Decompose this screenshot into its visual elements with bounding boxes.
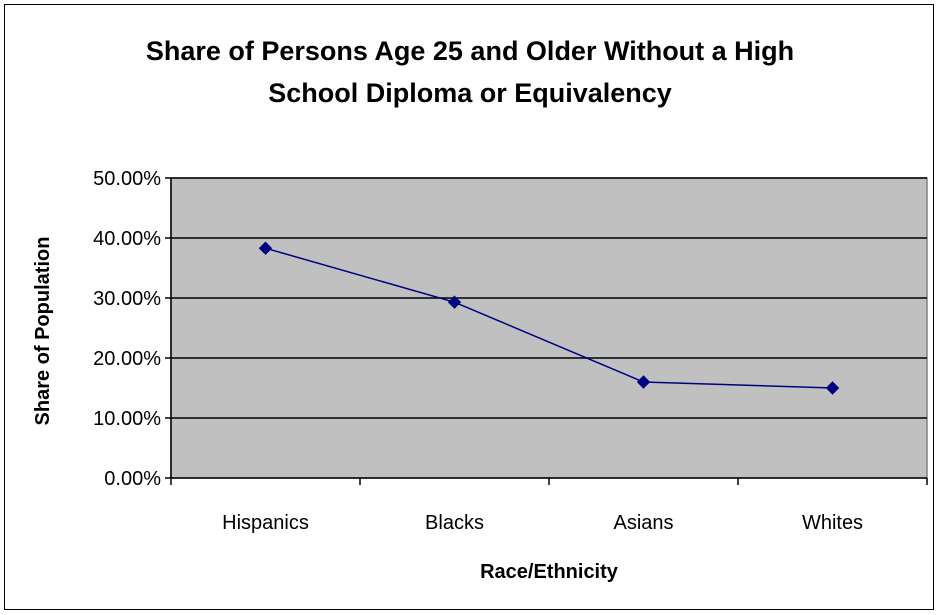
y-tick-label: 20.00% [93,348,161,370]
series-group [258,241,840,395]
series-line [265,247,833,389]
data-point [636,375,651,389]
y-tick-label: 10.00% [93,408,161,430]
chart-title-line-2: School Diploma or Equivalency [268,78,672,108]
chart-title-line-1: Share of Persons Age 25 and Older Withou… [145,36,795,66]
x-tick-label: Whites [802,512,863,534]
data-point [258,241,273,255]
plot-area [170,177,928,479]
y-tick-label: 30.00% [93,288,161,310]
x-axis-title: Race/Ethnicity [480,561,619,583]
chart-title: Share of Persons Age 25 and Older Withou… [0,30,940,114]
data-point [447,295,462,309]
y-tick-label: 50.00% [93,168,161,190]
x-tick-label: Blacks [425,512,484,534]
gridlines [171,177,927,419]
data-point [825,381,840,395]
y-tick-label: 0.00% [104,468,161,490]
y-tick-label: 40.00% [93,228,161,250]
x-tick-label: Asians [613,512,673,534]
axes [165,177,928,485]
x-tick-labels: Hispanics Blacks Asians Whites [222,512,863,534]
y-axis-title: Share of Population [32,237,54,426]
y-tick-labels: 0.00% 10.00% 20.00% 30.00% 40.00% 50.00% [93,168,161,490]
x-tick-label: Hispanics [222,512,309,534]
